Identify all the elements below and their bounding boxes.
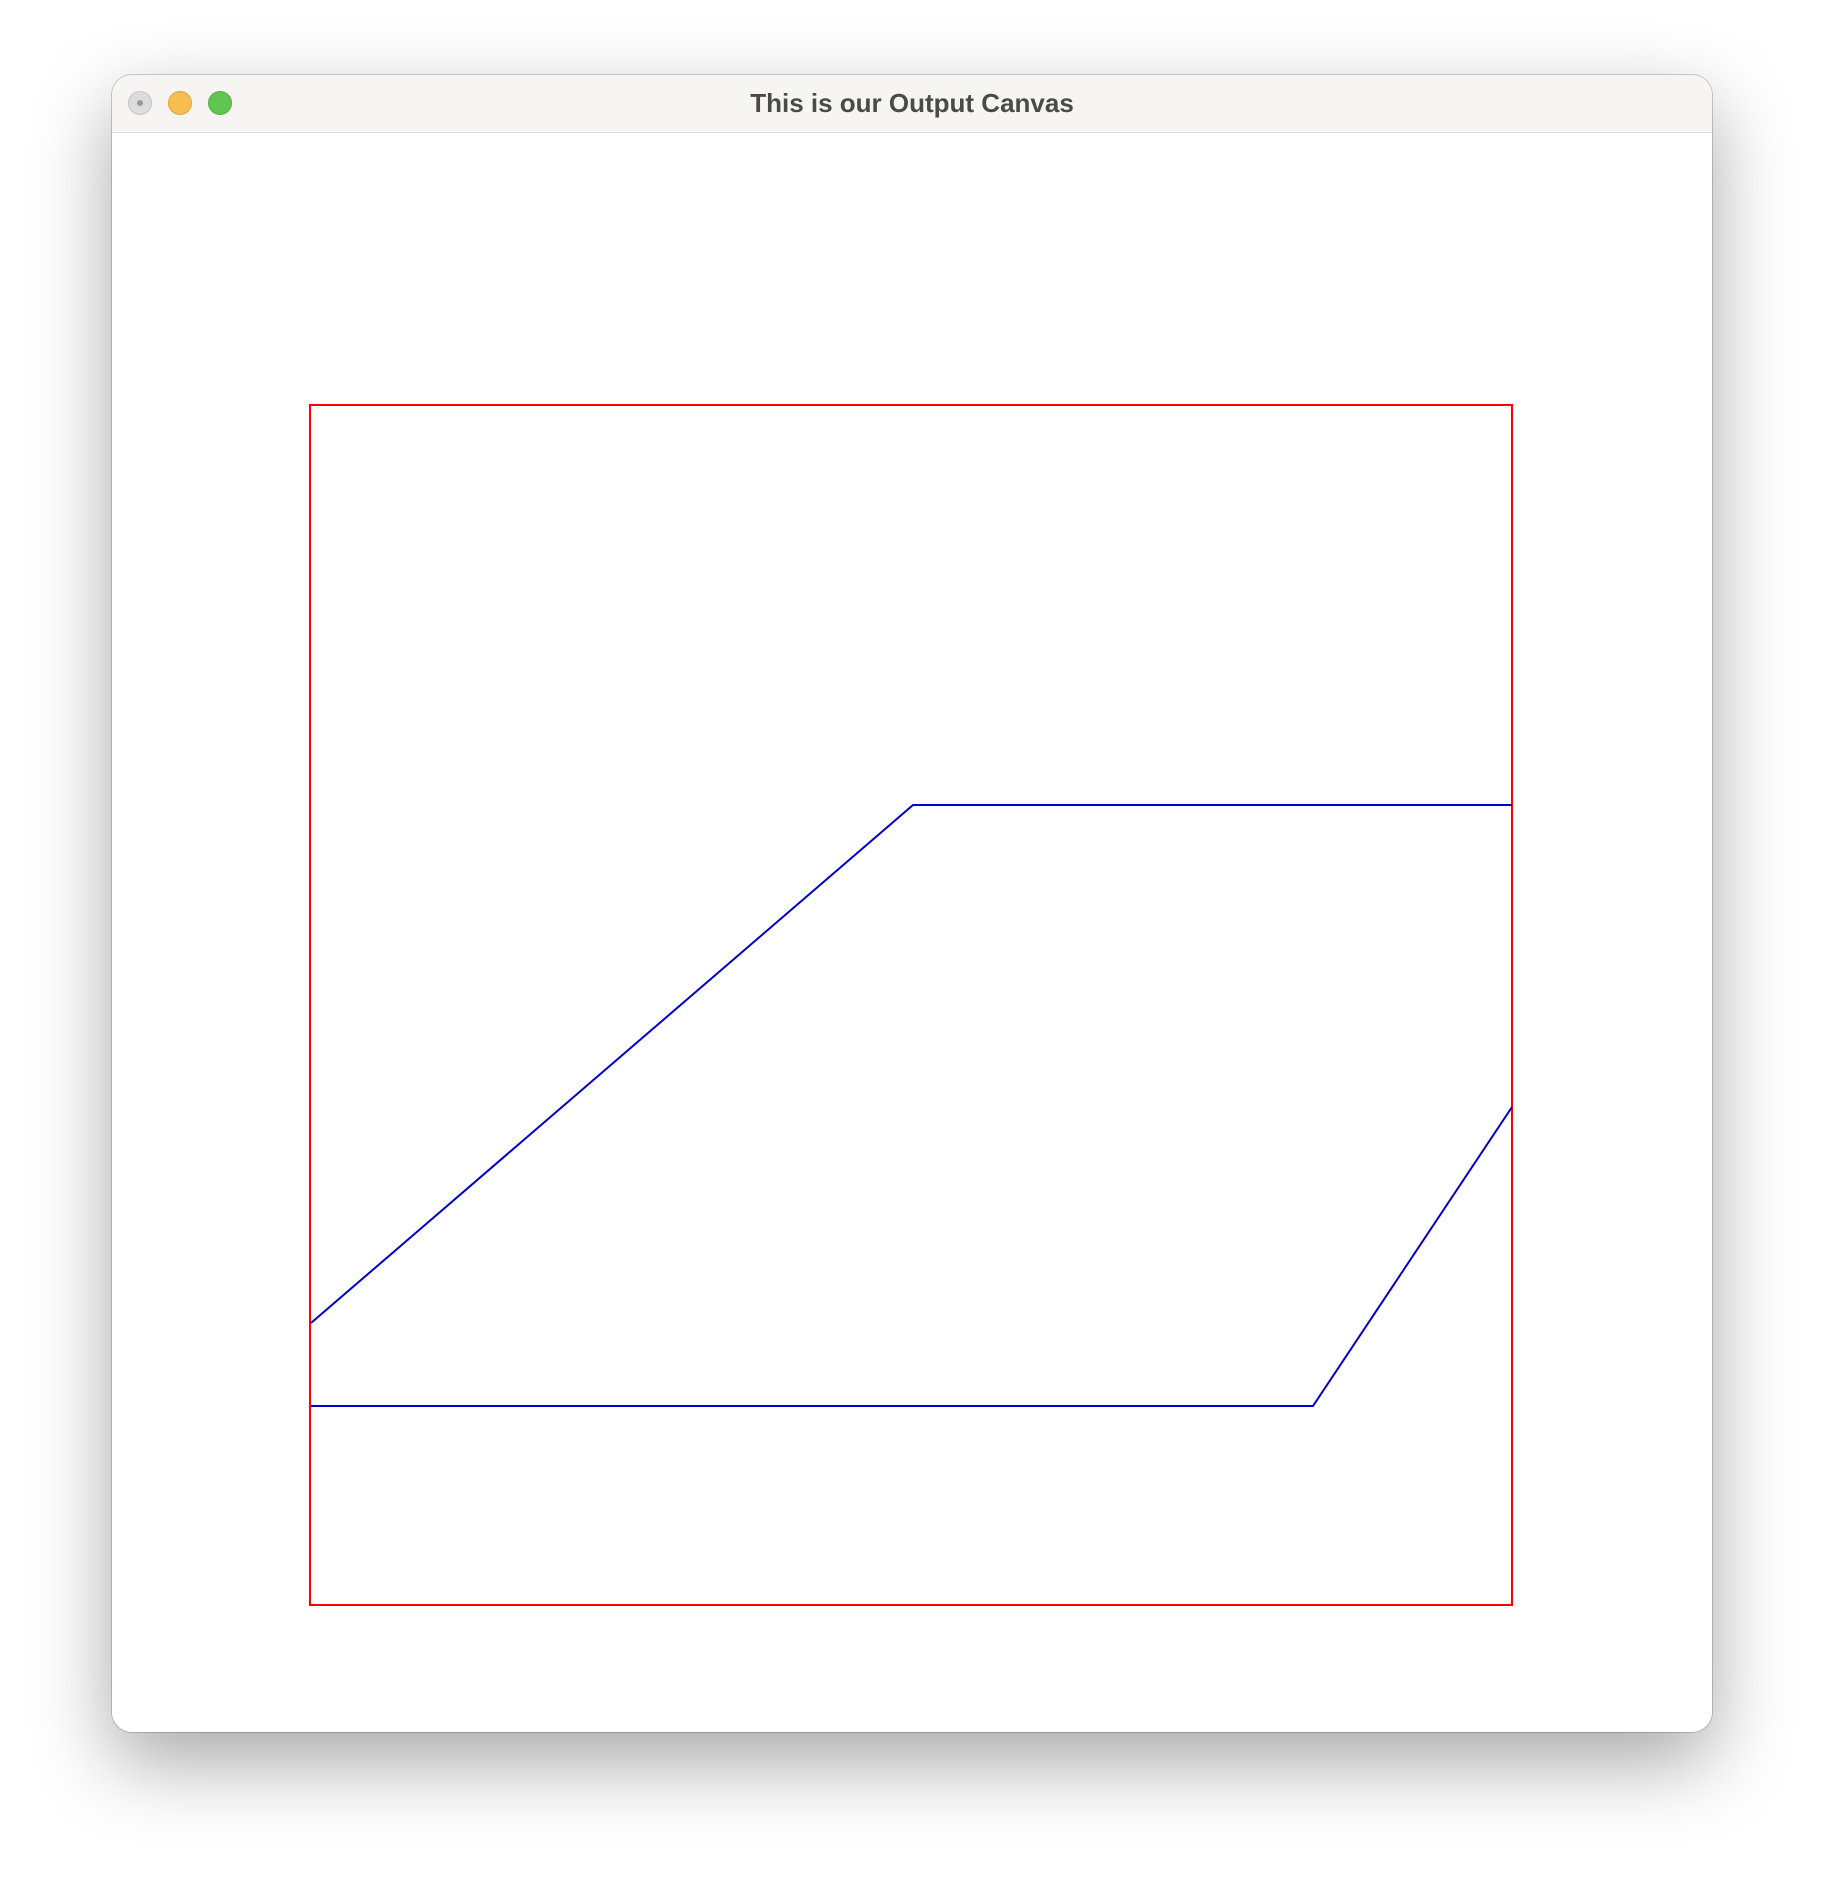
output-canvas xyxy=(112,133,1712,1732)
minimize-button[interactable] xyxy=(168,91,192,115)
clipped-polygon-upper-edge xyxy=(310,804,1512,1324)
title-bar[interactable]: This is our Output Canvas xyxy=(112,75,1712,133)
drawing-surface xyxy=(309,404,1513,1606)
close-button[interactable] xyxy=(128,91,152,115)
maximize-button[interactable] xyxy=(208,91,232,115)
window-title: This is our Output Canvas xyxy=(750,88,1074,118)
app-window: This is our Output Canvas xyxy=(112,75,1712,1732)
clipped-polygon-lower-edge xyxy=(311,1106,1513,1407)
clip-window-rect xyxy=(309,404,1513,1606)
